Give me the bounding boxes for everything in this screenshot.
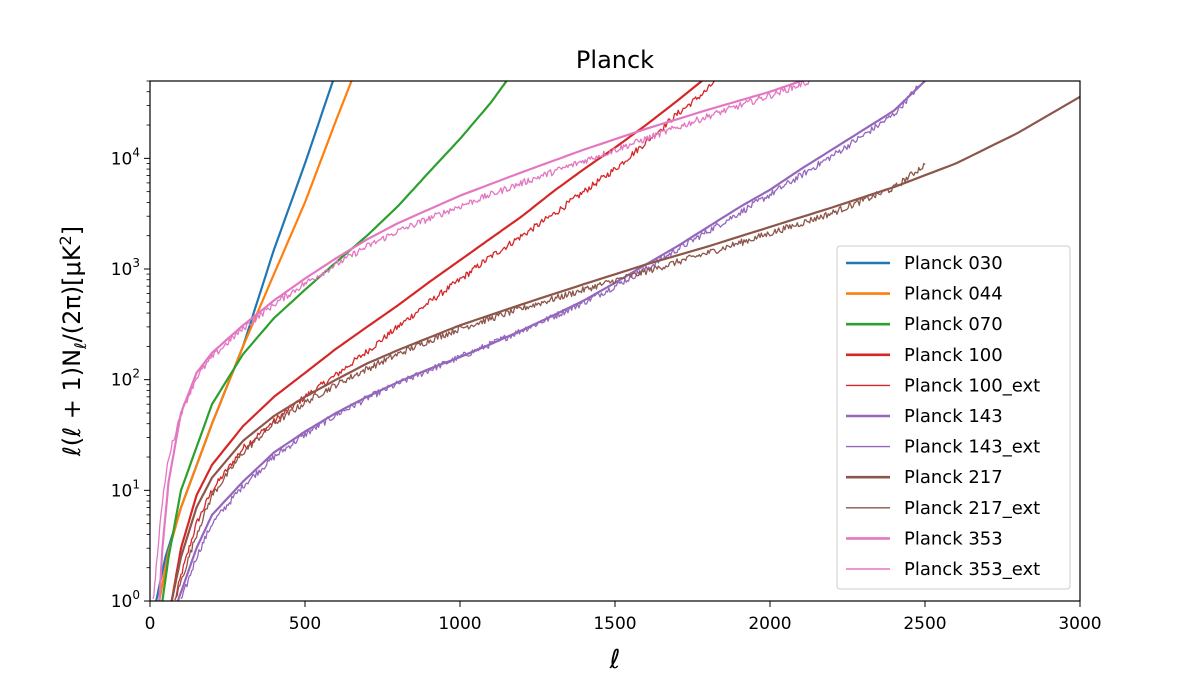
chart-title: Planck bbox=[576, 46, 654, 74]
x-axis-label: ℓ bbox=[609, 645, 621, 675]
series-line-7 bbox=[170, 95, 1080, 601]
y-axis-label-end: ] bbox=[58, 226, 86, 235]
legend-label: Planck 100_ext bbox=[904, 375, 1040, 396]
legend-label: Planck 100 bbox=[904, 345, 1003, 366]
y-axis-label-superscript: 2 bbox=[56, 235, 75, 245]
y-axis-label-subscript: ℓ bbox=[71, 342, 90, 350]
x-tick-label: 500 bbox=[289, 614, 321, 634]
y-axis: 100 101 102 103 104 bbox=[111, 80, 150, 612]
series-layer bbox=[152, 81, 1080, 601]
series-line-10 bbox=[152, 81, 811, 600]
legend-label: Planck 143_ext bbox=[904, 437, 1040, 458]
series-line-6 bbox=[180, 85, 920, 600]
y-tick-label: 104 bbox=[111, 145, 140, 169]
y-axis-label-middle: /(2π)[μK bbox=[58, 244, 86, 342]
x-tick-label: 1500 bbox=[593, 614, 636, 634]
legend-label: Planck 217 bbox=[904, 467, 1003, 488]
legend-label: Planck 030 bbox=[904, 253, 1003, 274]
legend-label: Planck 353_ext bbox=[904, 559, 1040, 580]
x-tick-label: 2000 bbox=[748, 614, 791, 634]
y-tick-label: 100 bbox=[111, 588, 140, 612]
x-tick-label: 0 bbox=[145, 614, 156, 634]
y-tick-label: 103 bbox=[111, 256, 140, 280]
series-line-8 bbox=[174, 162, 926, 600]
y-axis-label-main: ℓ(ℓ + 1)N bbox=[58, 349, 86, 457]
y-axis-label: ℓ(ℓ + 1)Nℓ/(2π)[μK2] bbox=[56, 226, 90, 457]
legend-box bbox=[836, 245, 1071, 590]
x-axis: 0 500 1000 1500 2000 2500 3000 bbox=[145, 601, 1102, 634]
series-line-9 bbox=[158, 81, 802, 601]
y-tick-label: 102 bbox=[111, 367, 140, 391]
series-line-4 bbox=[174, 81, 715, 601]
x-tick-label: 3000 bbox=[1058, 614, 1101, 634]
legend-label: Planck 070 bbox=[904, 314, 1003, 335]
legend-label: Planck 143 bbox=[904, 406, 1003, 427]
x-tick-label: 1000 bbox=[438, 614, 481, 634]
x-tick-label: 2500 bbox=[903, 614, 946, 634]
legend: Planck 030 Planck 044 Planck 070 Planck 100… bbox=[836, 245, 1071, 590]
legend-label: Planck 217_ext bbox=[904, 498, 1040, 519]
legend-label: Planck 353 bbox=[904, 528, 1003, 549]
y-tick-label: 101 bbox=[111, 477, 140, 501]
legend-label: Planck 044 bbox=[904, 284, 1003, 305]
